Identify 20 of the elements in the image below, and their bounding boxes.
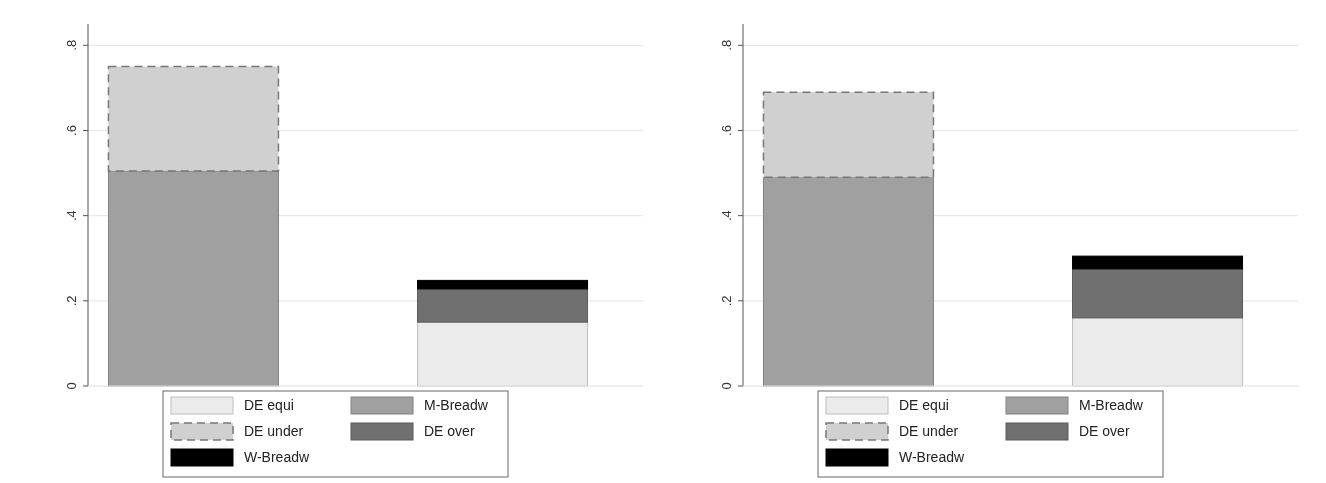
legend-label: DE over bbox=[424, 423, 475, 439]
y-tick-label: 0 bbox=[64, 382, 79, 390]
y-tick-label: 0 bbox=[719, 382, 734, 390]
legend-label: DE equi bbox=[244, 397, 294, 413]
legend-label: W-Breadw bbox=[244, 449, 310, 465]
legend-label: M-Breadw bbox=[1079, 397, 1144, 413]
legend-label: W-Breadw bbox=[899, 449, 965, 465]
y-tick-label: .6 bbox=[64, 125, 79, 136]
legend-label: DE over bbox=[1079, 423, 1130, 439]
y-tick-label: .6 bbox=[719, 125, 734, 136]
y-tick-label: .2 bbox=[719, 295, 734, 307]
y-tick-label: .4 bbox=[719, 210, 734, 222]
y-tick-label: .8 bbox=[719, 39, 734, 51]
y-tick-label: .2 bbox=[64, 295, 79, 307]
legend-label: DE equi bbox=[899, 397, 949, 413]
legend-label: DE under bbox=[899, 423, 959, 439]
legend-label: M-Breadw bbox=[424, 397, 489, 413]
legend-label: DE under bbox=[244, 423, 304, 439]
y-tick-label: .8 bbox=[64, 39, 79, 51]
y-tick-label: .4 bbox=[64, 210, 79, 222]
